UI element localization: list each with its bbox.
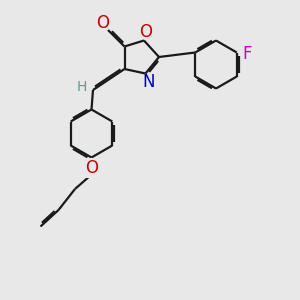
Text: O: O — [85, 159, 98, 177]
Text: O: O — [96, 14, 109, 32]
Text: O: O — [139, 23, 152, 41]
Text: N: N — [142, 73, 155, 91]
Text: F: F — [242, 45, 252, 63]
Text: H: H — [76, 80, 87, 94]
